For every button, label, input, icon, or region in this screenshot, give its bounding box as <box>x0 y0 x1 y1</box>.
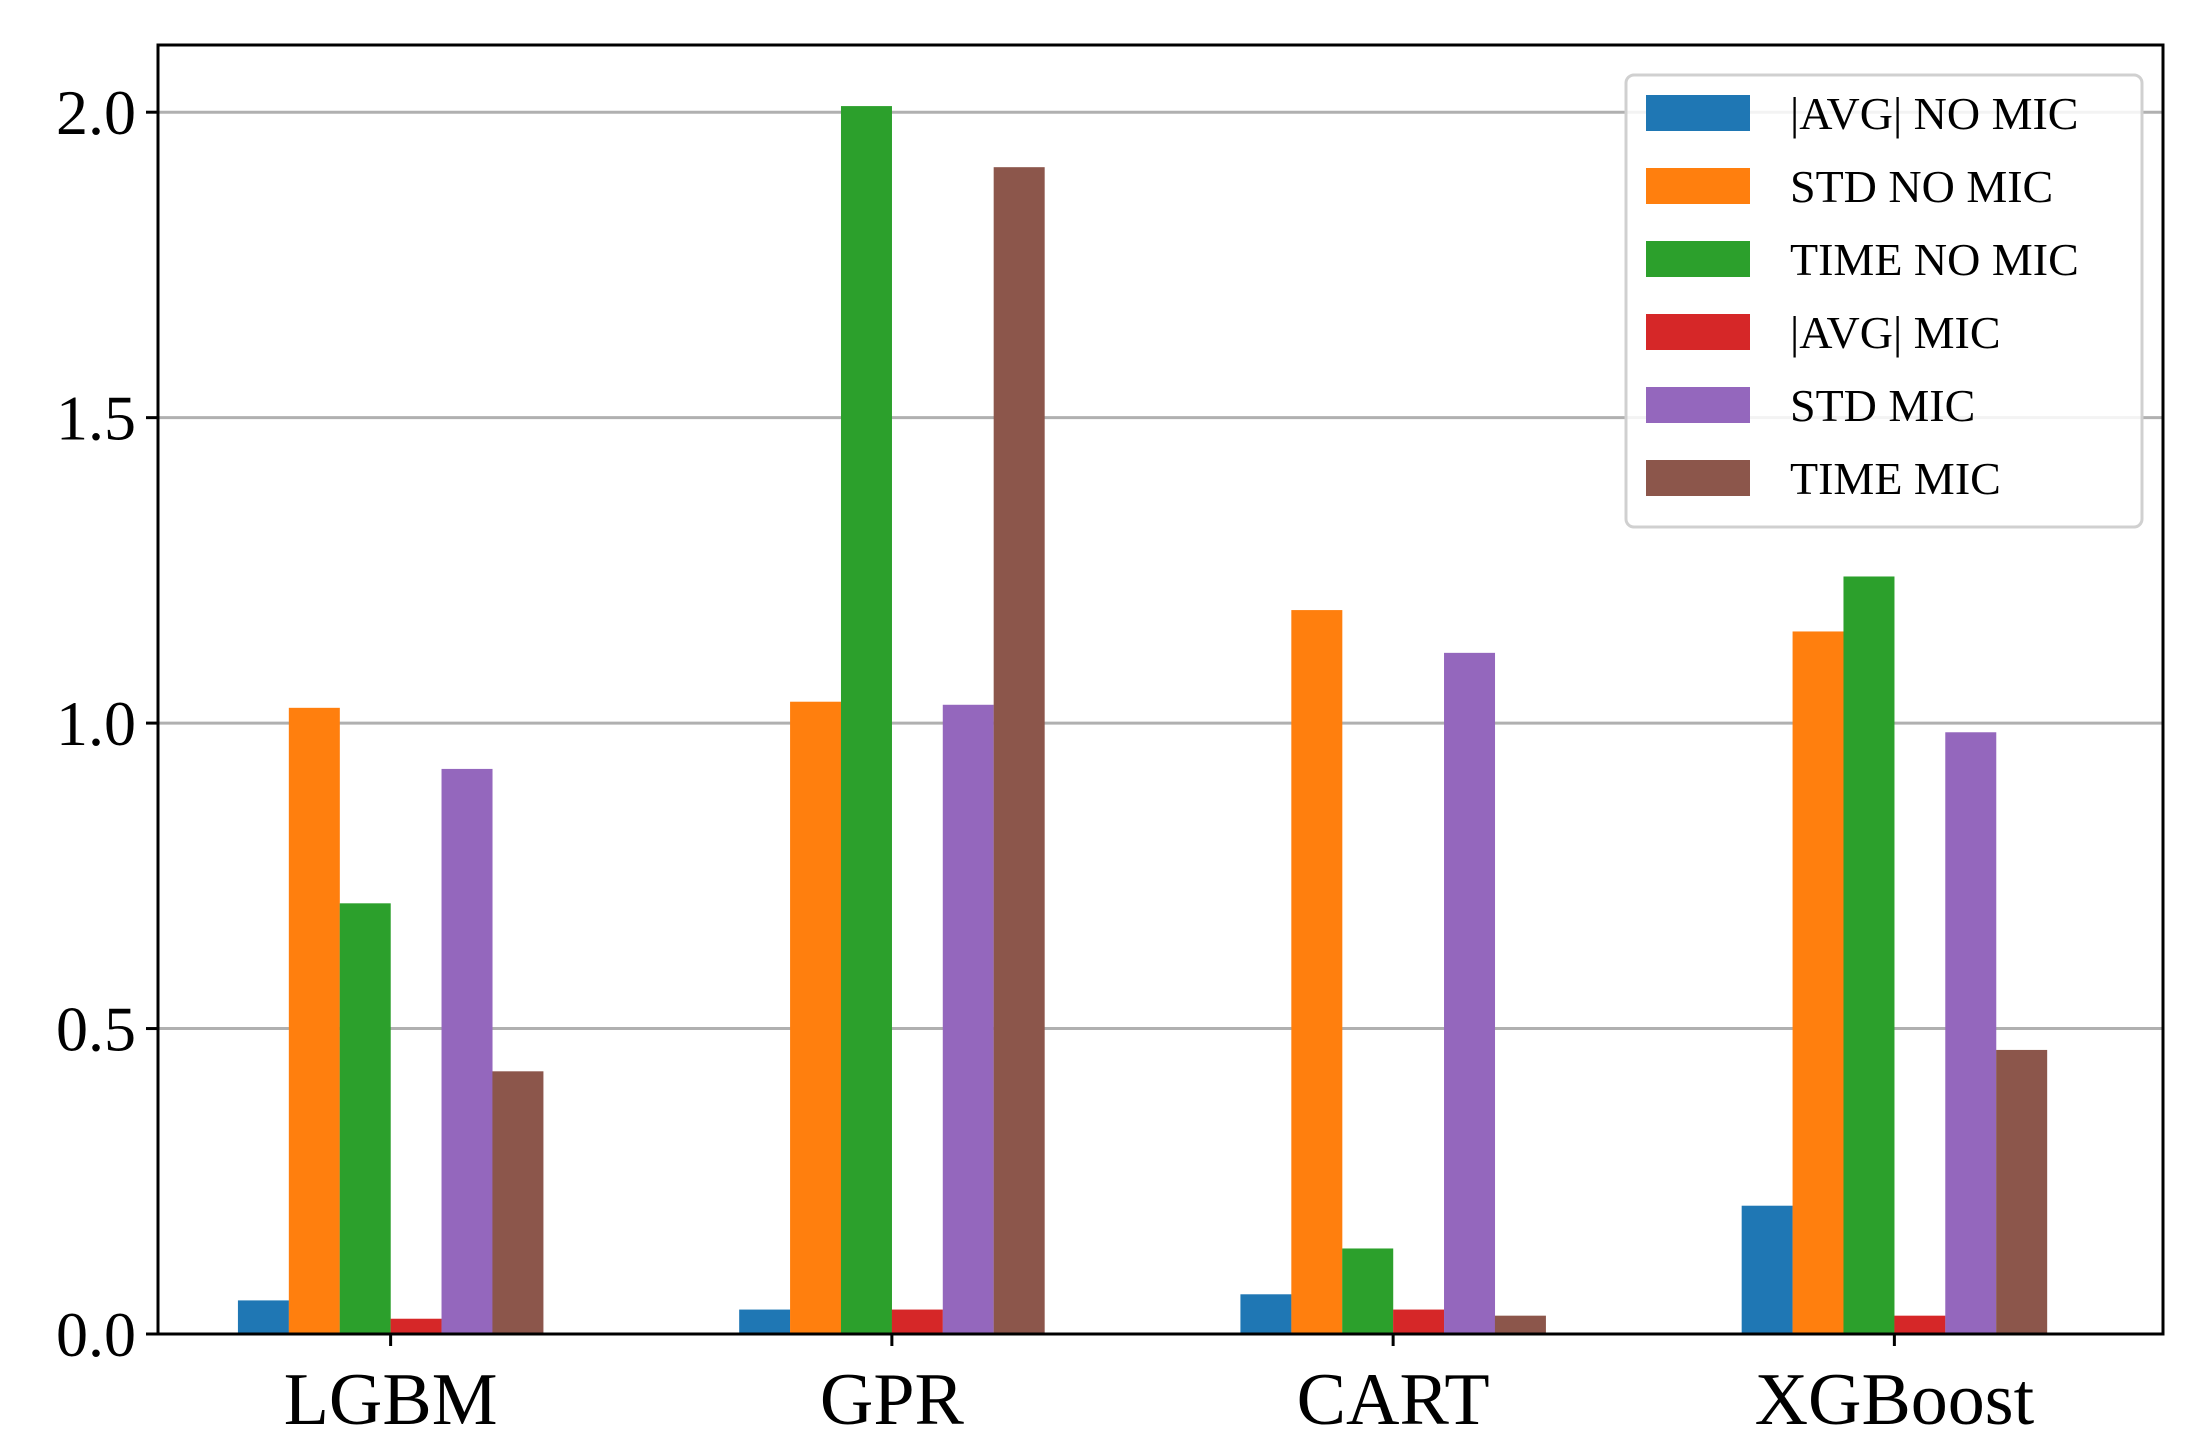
legend-swatch <box>1646 314 1750 350</box>
bar-lgbm-2 <box>339 903 391 1334</box>
bar-cart-5 <box>1494 1315 1546 1334</box>
bar-gpr-4 <box>942 704 994 1334</box>
legend-label: TIME MIC <box>1790 453 2001 504</box>
y-axis: 0.0 0.5 1.0 1.5 2.0 <box>56 77 158 1370</box>
bar-lgbm-0 <box>237 1300 289 1334</box>
bar-xgboost-3 <box>1894 1315 1946 1334</box>
x-tick-label: CART <box>1297 1359 1490 1437</box>
bar-xgboost-2 <box>1843 576 1895 1334</box>
y-tick-label: 2.0 <box>56 77 136 148</box>
bar-lgbm-1 <box>288 707 340 1334</box>
legend-swatch <box>1646 460 1750 496</box>
bar-xgboost-4 <box>1945 732 1997 1334</box>
bar-cart-1 <box>1291 610 1343 1334</box>
legend-box <box>1624 73 2144 529</box>
legend-label: STD NO MIC <box>1790 161 2053 212</box>
legend: |AVG| NO MIC STD NO MIC TIME NO MIC |AVG| M… <box>1624 73 2144 529</box>
bar-cart-3 <box>1393 1309 1445 1334</box>
legend-label: TIME NO MIC <box>1790 234 2079 285</box>
x-tick-label: LGBM <box>284 1359 498 1437</box>
plot-frame <box>156 43 2165 1336</box>
bar-xgboost-1 <box>1792 631 1844 1334</box>
y-tick-label: 0.0 <box>56 1299 136 1370</box>
bar-xgboost-0 <box>1741 1205 1793 1334</box>
bar-cart-0 <box>1240 1294 1292 1334</box>
bar-lgbm-4 <box>441 768 493 1334</box>
x-axis: LGBM GPR CART XGBoost <box>284 1334 2035 1437</box>
bar-xgboost-5 <box>1996 1049 2048 1334</box>
y-tick-label: 1.0 <box>56 688 136 759</box>
bar-lgbm-5 <box>492 1071 544 1334</box>
legend-label: |AVG| MIC <box>1790 307 2001 358</box>
bar-gpr-3 <box>891 1309 943 1334</box>
legend-swatch <box>1646 241 1750 277</box>
bar-gpr-1 <box>790 701 842 1334</box>
bar-cart-4 <box>1444 652 1496 1334</box>
legend-swatch <box>1646 95 1750 131</box>
x-tick-label: GPR <box>820 1359 965 1437</box>
bar-gpr-2 <box>840 106 892 1334</box>
bar-gpr-5 <box>993 167 1045 1335</box>
bar-lgbm-3 <box>390 1318 442 1334</box>
bars-layer <box>237 106 2048 1335</box>
legend-swatch <box>1646 387 1750 423</box>
bar-cart-2 <box>1342 1248 1394 1334</box>
y-tick-label: 1.5 <box>56 383 136 454</box>
x-tick-label: XGBoost <box>1755 1359 2035 1437</box>
legend-swatch <box>1646 168 1750 204</box>
legend-label: |AVG| NO MIC <box>1790 88 2079 139</box>
legend-label: STD MIC <box>1790 380 1975 431</box>
y-tick-label: 0.5 <box>56 994 136 1065</box>
bar-gpr-0 <box>739 1309 791 1334</box>
